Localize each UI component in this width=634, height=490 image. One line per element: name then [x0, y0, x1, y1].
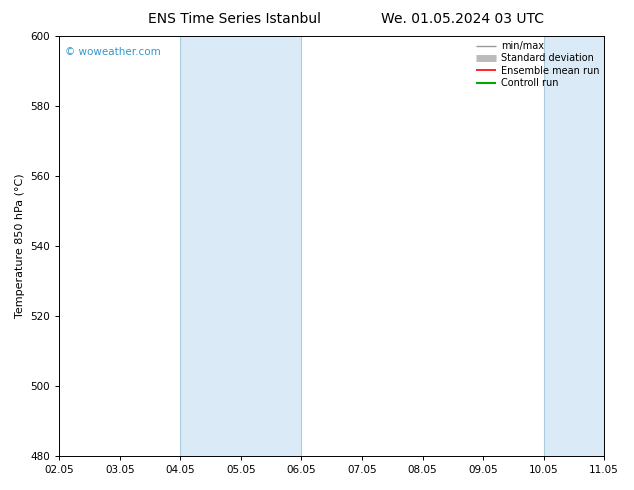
Text: We. 01.05.2024 03 UTC: We. 01.05.2024 03 UTC	[381, 12, 545, 26]
Bar	[181, 36, 301, 456]
Bar	[543, 36, 604, 456]
Text: © woweather.com: © woweather.com	[65, 47, 160, 57]
Text: ENS Time Series Istanbul: ENS Time Series Istanbul	[148, 12, 321, 26]
Legend: min/max, Standard deviation, Ensemble mean run, Controll run: min/max, Standard deviation, Ensemble me…	[474, 39, 601, 90]
Y-axis label: Temperature 850 hPa (°C): Temperature 850 hPa (°C)	[15, 174, 25, 318]
